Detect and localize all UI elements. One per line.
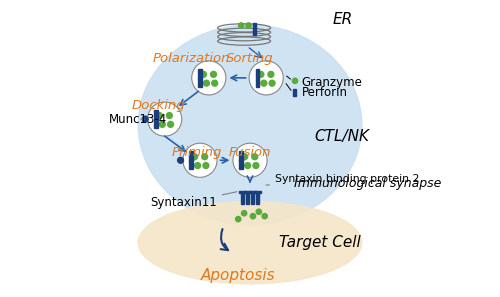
Bar [251,193,254,204]
Bar [244,191,251,193]
Circle shape [242,154,248,160]
Text: Polarization: Polarization [152,52,230,65]
Text: Munc13-4: Munc13-4 [109,113,167,126]
Bar [154,119,158,128]
Bar [249,191,256,193]
Circle shape [256,209,262,214]
Circle shape [168,121,173,127]
Circle shape [252,154,258,160]
Circle shape [269,80,275,86]
Circle shape [178,157,184,163]
Circle shape [258,71,264,77]
Circle shape [253,163,259,168]
Bar [240,151,243,161]
Circle shape [148,102,182,136]
Bar [294,89,296,96]
Ellipse shape [138,25,362,225]
Text: Priming: Priming [172,146,222,159]
Circle shape [192,154,198,160]
Circle shape [238,23,244,28]
Bar [154,110,158,119]
Circle shape [192,61,226,95]
Circle shape [166,113,172,119]
Bar [198,78,202,87]
FancyArrowPatch shape [220,229,228,250]
Circle shape [236,217,241,222]
Circle shape [262,214,268,219]
Bar [254,191,261,193]
Bar [198,69,202,78]
Circle shape [292,78,298,83]
Bar [240,160,243,169]
Circle shape [156,113,162,119]
Ellipse shape [138,201,362,284]
Text: ER: ER [332,12,352,26]
Text: Target Cell: Target Cell [280,235,361,250]
Circle shape [233,143,267,177]
Circle shape [244,163,250,168]
Bar [253,23,256,35]
Circle shape [202,154,207,160]
Circle shape [212,80,218,86]
Circle shape [250,214,256,219]
Text: Sorting: Sorting [226,52,274,65]
Circle shape [249,61,283,95]
Circle shape [200,71,206,77]
Text: Perforin: Perforin [302,86,348,99]
Circle shape [204,80,210,86]
Bar [256,78,259,87]
Text: Syntaxin binding protein 2: Syntaxin binding protein 2 [266,174,420,185]
Text: Fusion: Fusion [229,146,271,159]
Circle shape [183,143,217,177]
Bar [190,160,193,169]
Bar [256,193,259,204]
Circle shape [160,121,166,127]
Circle shape [210,71,216,77]
Circle shape [203,163,209,168]
Circle shape [194,163,200,168]
Text: Docking: Docking [132,99,186,112]
Bar [239,191,246,193]
Text: Apoptosis: Apoptosis [201,268,276,282]
Text: Immunological synapse: Immunological synapse [294,177,442,190]
Circle shape [261,80,267,86]
Bar [256,69,259,78]
Text: Syntaxin11: Syntaxin11 [150,192,237,209]
Bar [190,151,193,161]
Circle shape [142,116,148,122]
Bar [241,193,244,204]
Text: Granzyme: Granzyme [302,76,362,89]
Circle shape [246,23,251,28]
Circle shape [268,71,274,77]
Text: CTL/NK: CTL/NK [314,129,370,144]
Bar [246,193,249,204]
Circle shape [242,211,247,216]
